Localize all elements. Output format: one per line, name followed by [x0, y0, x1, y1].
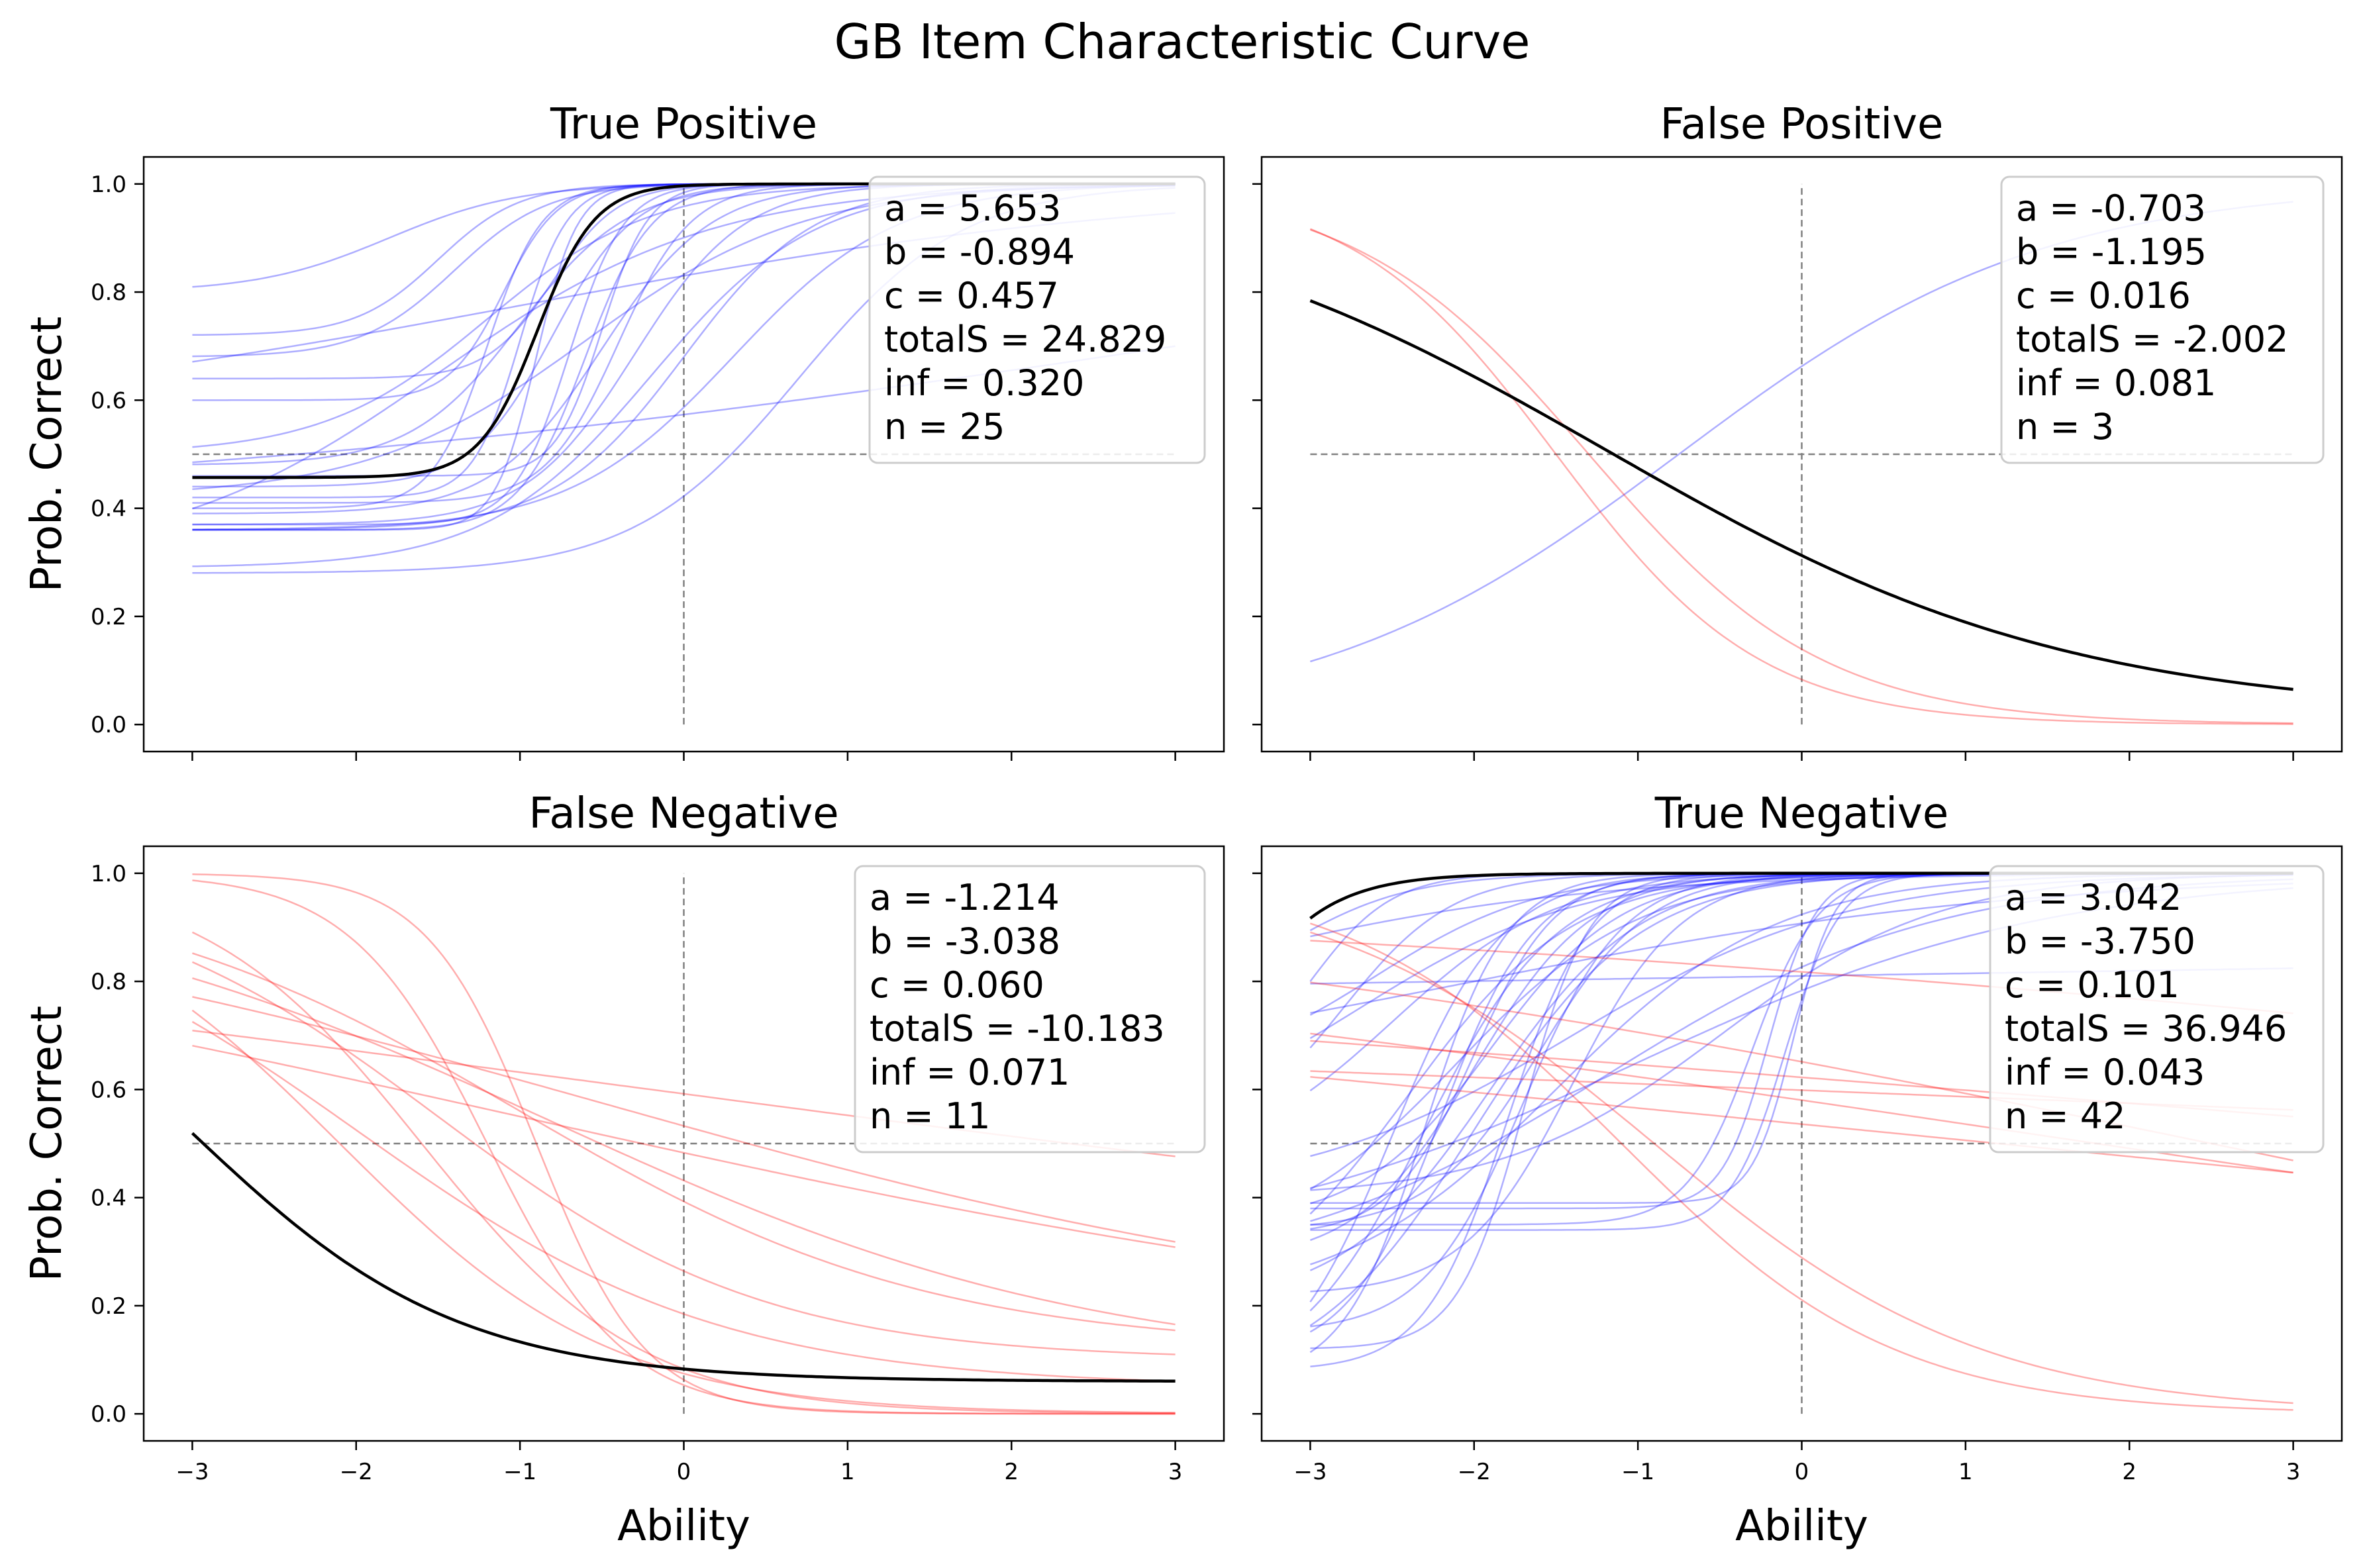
- stats-line: inf = 0.043: [2005, 1052, 2205, 1093]
- item-curve: [1310, 1076, 2293, 1174]
- panel-title: True Negative: [1654, 789, 1949, 838]
- stats-line: b = -3.750: [2005, 920, 2195, 962]
- panels: True Positive 0.0 0.2 0.4 0.6 0.8 1.0 Prob. Cor…: [23, 100, 2343, 1551]
- x-tick-label: 2: [2122, 1459, 2137, 1485]
- item-curve: [1309, 228, 2293, 724]
- stats-line: a = 3.042: [2005, 877, 2182, 918]
- item-curve: [191, 961, 1176, 1355]
- stats-box: [854, 865, 1206, 1153]
- item-curve: [192, 879, 1176, 1415]
- x-tick-label: 0: [677, 1459, 691, 1485]
- y-tick-label: 0.4: [91, 1185, 126, 1212]
- stats-line: c = 0.101: [2005, 964, 2180, 1006]
- x-tick-label: 1: [840, 1459, 855, 1485]
- x-tick-label: −3: [176, 1459, 209, 1485]
- plot-area: [1309, 201, 2293, 725]
- panel-3: True Negative −3 −2 −1 0 1 2 3 Ability a = 3.042b…: [1252, 789, 2343, 1551]
- stats-line: c = 0.060: [870, 964, 1044, 1006]
- y-tick-label: 1.0: [91, 861, 126, 887]
- item-curve: [192, 873, 1176, 1415]
- y-tick-label: 1.0: [91, 172, 126, 198]
- panel-2: False Negative −3 −2 −1 0 1 2 3 0.0 0.2 0.4 0.6 0.8 1…: [23, 789, 1225, 1551]
- panel-title: False Positive: [1660, 100, 1944, 149]
- stats-line: n = 3: [2016, 406, 2114, 448]
- stats-line: n = 11: [870, 1095, 991, 1137]
- y-tick-label: 0.0: [91, 1401, 126, 1428]
- stats-box: [2000, 175, 2325, 464]
- plot-area: [191, 873, 1176, 1415]
- x-tick-label: 2: [1004, 1459, 1019, 1485]
- item-curve: [1309, 228, 2293, 725]
- stats-line: totalS = 36.946: [2005, 1008, 2287, 1050]
- item-curve: [192, 977, 1176, 1326]
- stats-line: totalS = -10.183: [870, 1008, 1165, 1050]
- stats-line: totalS = -2.002: [2016, 318, 2288, 360]
- item-curve: [1310, 931, 2293, 1404]
- x-tick-label: −1: [1621, 1459, 1654, 1485]
- stats-line: n = 42: [2005, 1095, 2126, 1137]
- y-tick-label: 0.8: [91, 969, 126, 995]
- figure-title: GB Item Characteristic Curve: [834, 14, 1531, 70]
- stats-line: n = 25: [884, 406, 1005, 448]
- stats-line: a = -1.214: [870, 877, 1060, 918]
- y-tick-label: 0.2: [91, 1293, 126, 1320]
- y-tick-label: 0.2: [91, 604, 126, 630]
- stats-line: inf = 0.071: [870, 1052, 1070, 1093]
- stats-line: totalS = 24.829: [884, 318, 1166, 360]
- item-curve: [191, 1020, 1176, 1383]
- x-axis-label: Ability: [617, 1502, 750, 1551]
- y-axis-label: Prob. Correct: [23, 1006, 72, 1281]
- stats-line: c = 0.016: [2016, 275, 2191, 317]
- y-tick-label: 0.6: [91, 1077, 126, 1103]
- stats-line: c = 0.457: [884, 275, 1059, 317]
- stats-line: a = 5.653: [884, 187, 1061, 229]
- mean-curve: [191, 1132, 1176, 1383]
- y-tick-label: 0.6: [91, 387, 126, 414]
- stats-line: b = -1.195: [2016, 231, 2207, 273]
- item-curve: [192, 1044, 1176, 1248]
- item-curve: [1309, 922, 2293, 1411]
- stats-line: inf = 0.081: [2016, 362, 2216, 404]
- stats-line: a = -0.703: [2016, 187, 2206, 229]
- y-tick-label: 0.8: [91, 279, 126, 306]
- item-curve: [191, 1009, 1176, 1414]
- panel-0: True Positive 0.0 0.2 0.4 0.6 0.8 1.0 Prob. Cor…: [23, 100, 1225, 761]
- stats-line: b = -3.038: [870, 920, 1060, 962]
- stats-box: [868, 175, 1206, 464]
- plot-area: [191, 182, 1176, 574]
- stats-box: [1989, 865, 2325, 1153]
- stats-line: b = -0.894: [884, 231, 1075, 273]
- panel-title: False Negative: [528, 789, 838, 838]
- x-axis-label: Ability: [1735, 1502, 1868, 1551]
- x-tick-label: 3: [1168, 1459, 1183, 1485]
- item-curve: [192, 996, 1176, 1243]
- x-tick-label: −1: [503, 1459, 536, 1485]
- y-axis-label: Prob. Correct: [23, 317, 72, 592]
- x-tick-label: −2: [340, 1459, 373, 1485]
- x-tick-label: 1: [1958, 1459, 1973, 1485]
- y-tick-label: 0.0: [91, 712, 126, 738]
- x-tick-label: −3: [1293, 1459, 1327, 1485]
- x-tick-label: 3: [2286, 1459, 2301, 1485]
- x-tick-label: 0: [1795, 1459, 1809, 1485]
- mean-curve: [1309, 299, 2293, 691]
- y-tick-label: 0.4: [91, 496, 126, 522]
- panel-title: True Positive: [550, 100, 817, 149]
- item-curve: [192, 952, 1176, 1332]
- x-tick-label: −2: [1458, 1459, 1491, 1485]
- stats-line: inf = 0.320: [884, 362, 1084, 404]
